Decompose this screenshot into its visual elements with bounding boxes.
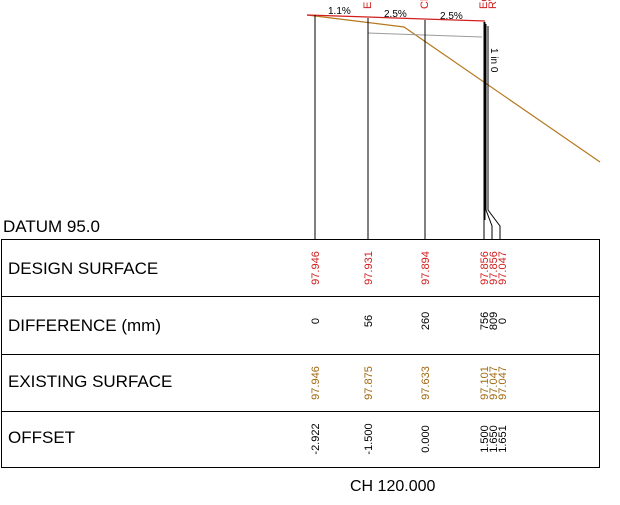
station-tag-5: RV <box>487 0 499 9</box>
offset-value-1: -2.922 <box>310 423 322 454</box>
grade-label-2: 2.5% <box>384 9 407 20</box>
design-value-1: 97.946 <box>310 251 322 285</box>
existing-value-3: 97.633 <box>420 366 432 400</box>
station-tag-3: Cl <box>419 0 431 9</box>
design-value-6: 97.047 <box>497 251 509 285</box>
offset-value-4: 1.500 <box>479 425 491 453</box>
datum-label: DATUM 95.0 <box>3 217 100 236</box>
station-tag-4: Eo <box>478 0 490 9</box>
profile-lines <box>306 14 601 220</box>
difference-value-1: 0 <box>310 318 322 324</box>
design-value-3: 97.894 <box>420 251 432 285</box>
batter-label: 1 in 0 <box>488 48 499 73</box>
grade-label-3: 2.5% <box>440 11 463 22</box>
row-existing-surface: EXISTING SURFACE <box>1 354 600 412</box>
offset-value-5: 1.650 <box>488 425 500 453</box>
existing-value-4: 97.101 <box>479 366 491 400</box>
difference-value-4: 756 <box>479 312 491 330</box>
station-line-5 <box>485 24 493 239</box>
station-values: 97.946 0 97.946 -2.922 97.931 56 97.875 -1.500 9… <box>310 251 509 454</box>
offset-value-3: 0.000 <box>420 425 432 453</box>
difference-value-2: 56 <box>363 315 375 327</box>
station-lines <box>314 15 501 239</box>
design-crossfall-line <box>306 14 486 22</box>
existing-value-6: 97.047 <box>497 366 509 400</box>
row-difference: DIFFERENCE (mm) <box>1 296 600 355</box>
offset-value-6: 1.651 <box>497 425 509 453</box>
difference-value-3: 260 <box>420 312 432 330</box>
row-design-surface: DESIGN SURFACE <box>1 239 600 297</box>
offset-value-2: -1.500 <box>363 423 375 454</box>
difference-value-5: 809 <box>488 312 500 330</box>
grade-labels: 1.1% 2.5% 2.5% 1 in 0 <box>328 6 499 73</box>
design-value-4: 97.856 <box>479 251 491 285</box>
design-value-2: 97.931 <box>363 251 375 285</box>
row-label-difference: DIFFERENCE (mm) <box>8 316 161 335</box>
existing-value-5: 97.047 <box>488 366 500 400</box>
station-line-6 <box>487 26 501 239</box>
row-label-offset: OFFSET <box>8 428 76 447</box>
difference-value-6: 0 <box>497 318 509 324</box>
row-label-design-surface: DESIGN SURFACE <box>8 259 159 278</box>
chainage-label: CH 120.000 <box>350 478 436 495</box>
existing-value-2: 97.875 <box>363 366 375 400</box>
row-offset: OFFSET <box>1 411 600 468</box>
station-tag-2: E <box>362 2 374 9</box>
existing-value-1: 97.946 <box>310 366 322 400</box>
design-value-5: 97.856 <box>488 251 500 285</box>
grade-label-1: 1.1% <box>328 6 351 17</box>
existing-surface-line <box>306 14 601 163</box>
row-label-existing-surface: EXISTING SURFACE <box>8 372 173 391</box>
